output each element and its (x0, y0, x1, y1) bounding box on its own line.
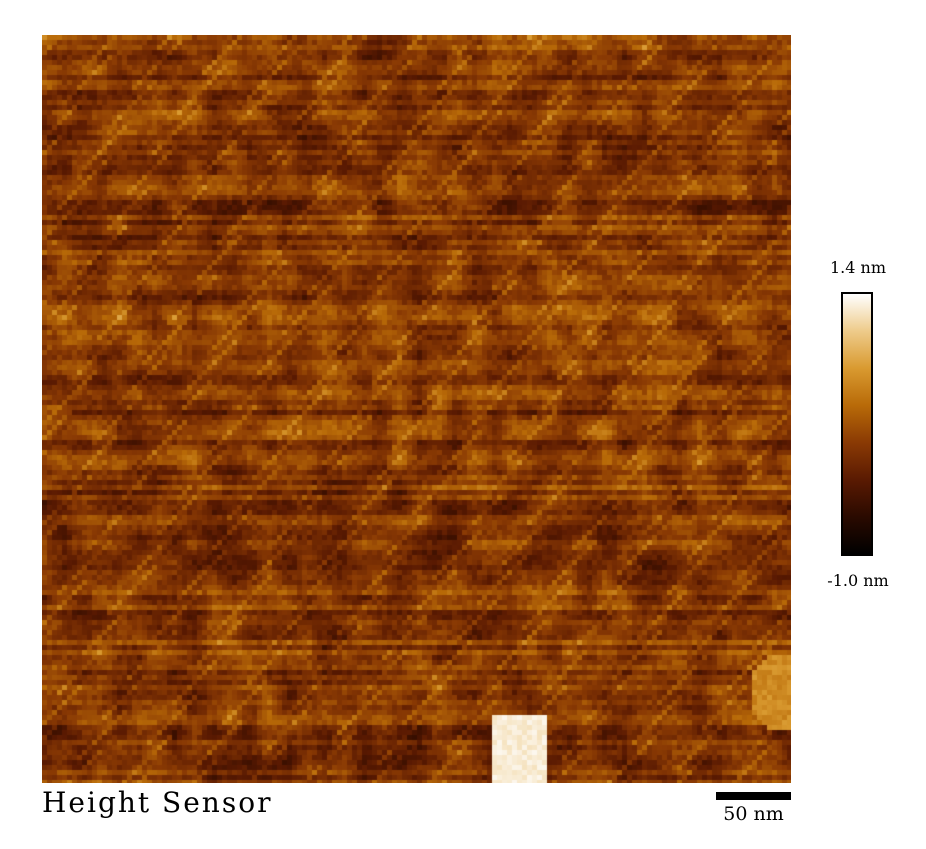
scale-bar (716, 792, 791, 800)
afm-height-map (42, 35, 791, 783)
scale-bar-label: 50 nm (723, 803, 784, 825)
height-colorbar (841, 292, 873, 556)
colorbar-max-label: 1.4 nm (829, 258, 886, 277)
colorbar-min-label: -1.0 nm (827, 571, 889, 590)
channel-caption: Height Sensor (42, 786, 273, 819)
